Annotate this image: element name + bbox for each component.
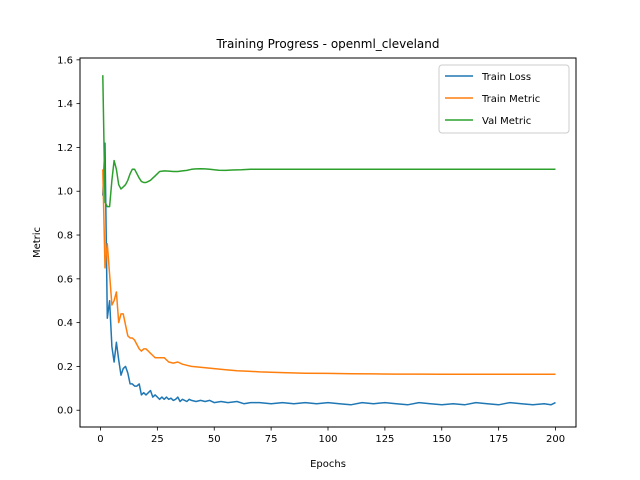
y-axis-label: Metric	[32, 227, 43, 258]
x-tick-label: 50	[208, 434, 221, 445]
x-tick-label: 150	[432, 434, 451, 445]
series-line-val-metric	[102, 75, 556, 208]
plot-area	[102, 75, 556, 406]
y-tick-label: 0.8	[57, 231, 73, 242]
y-tick-label: 0.6	[57, 274, 73, 285]
x-tick-label: 0	[97, 434, 103, 445]
y-axis-ticks: 0.0 0.2 0.4 0.6 0.8 1.0 1.2 1.4 1.6	[57, 55, 80, 417]
series-line-train-metric	[102, 169, 556, 376]
y-tick-label: 1.2	[57, 143, 73, 154]
legend-label-train-loss: Train Loss	[481, 72, 531, 83]
y-tick-label: 1.4	[57, 99, 73, 110]
y-tick-label: 0.4	[57, 318, 73, 329]
x-tick-label: 125	[375, 434, 394, 445]
legend-label-val-metric: Val Metric	[482, 116, 531, 127]
y-tick-label: 0.0	[57, 406, 73, 417]
y-tick-label: 1.0	[57, 187, 73, 198]
x-tick-label: 25	[151, 434, 164, 445]
x-tick-label: 100	[318, 434, 337, 445]
y-tick-label: 0.2	[57, 362, 73, 373]
x-tick-label: 75	[265, 434, 278, 445]
x-axis-label: Epochs	[310, 459, 346, 470]
y-tick-label: 1.6	[57, 55, 73, 66]
legend: Train Loss Train Metric Val Metric	[438, 64, 570, 134]
x-tick-label: 175	[489, 434, 508, 445]
legend-label-train-metric: Train Metric	[481, 94, 540, 105]
x-tick-label: 200	[546, 434, 565, 445]
x-axis-ticks: 0 25 50 75 100 125 150 175 200	[97, 427, 565, 445]
legend-box	[438, 64, 570, 134]
series-line-train-loss	[102, 142, 556, 406]
chart-title: Training Progress - openml_cleveland	[215, 37, 439, 51]
